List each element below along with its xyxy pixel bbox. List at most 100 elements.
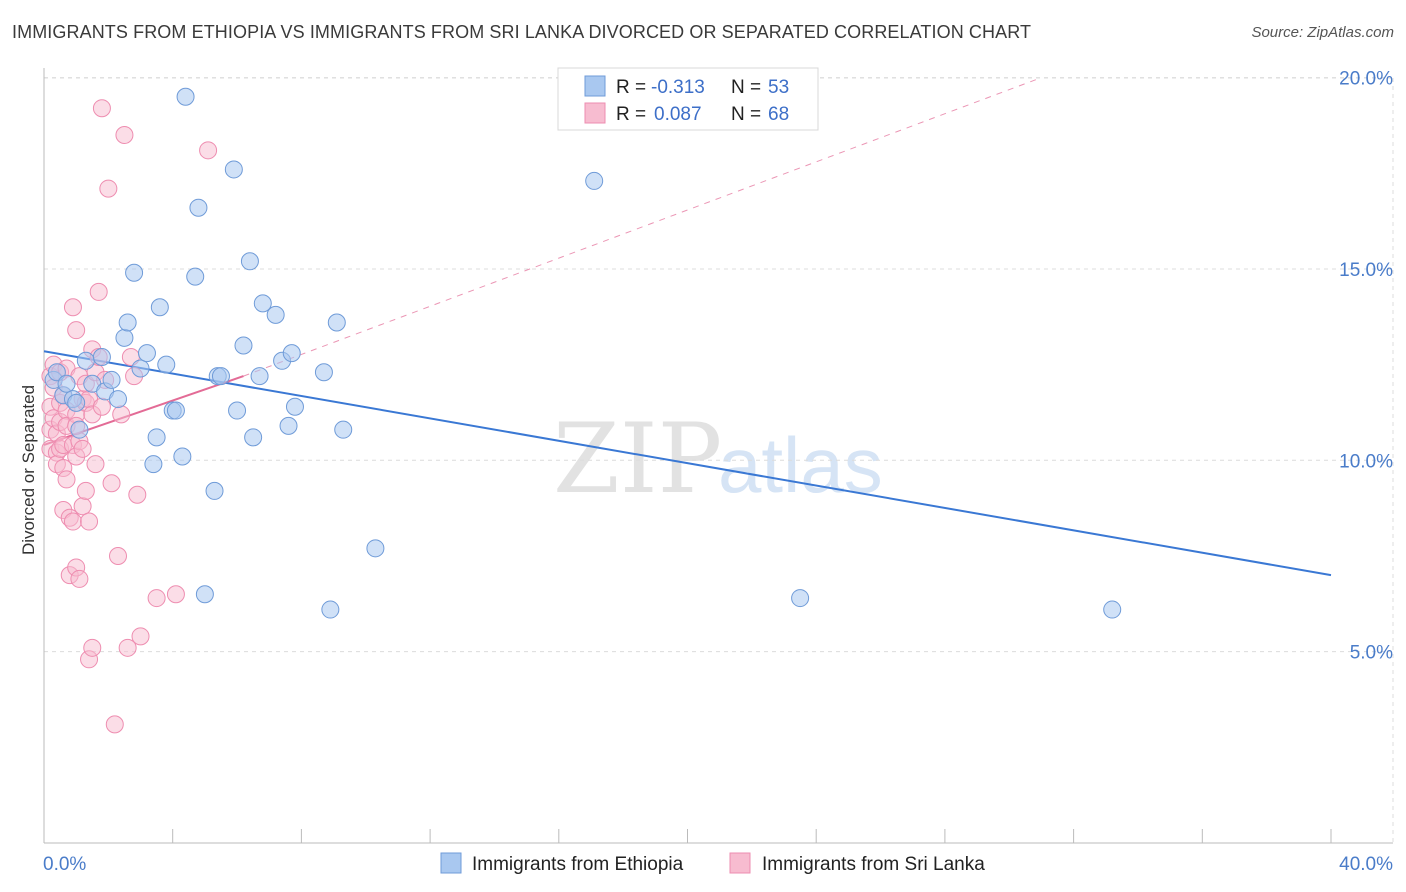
y-tick-label: 5.0% [1350,643,1393,664]
ethiopia-point [137,344,156,363]
tick-labels: 5.0% 10.0% 15.0% 20.0% 0.0% 40.0% [43,69,1393,875]
srilanka-point [99,179,118,198]
ethiopia-point [150,298,169,317]
srilanka-trend-group [43,77,1042,446]
watermark-atlas: atlas [718,421,883,509]
ethiopia-point [47,363,66,382]
ethiopia-point [228,401,247,420]
ethiopia-point [76,351,95,370]
ethiopia-point [250,367,269,386]
ethiopia-n-label: N = [731,77,761,98]
ethiopia-point [195,585,214,604]
ethiopia-point [109,390,128,409]
ethiopia-n-value: 53 [768,77,789,98]
srilanka-point [92,99,111,118]
ethiopia-point [70,420,89,439]
ethiopia-point [166,401,185,420]
ethiopia-point [102,370,121,389]
ethiopia-point [115,328,134,347]
srilanka-point [128,485,147,504]
ethiopia-point [321,600,340,619]
ethiopia-point [1103,600,1122,619]
x-tick-label-max: 40.0% [1339,854,1393,875]
ethiopia-point [234,336,253,355]
ethiopia-stat-swatch [584,75,606,97]
ethiopia-point [176,87,195,106]
srilanka-trend-dashed [243,77,1042,377]
ethiopia-point [285,397,304,416]
srilanka-r-label: R = [616,104,646,125]
ethiopia-point [334,420,353,439]
ethiopia-point [366,539,385,558]
ethiopia-point [157,355,176,374]
srilanka-point [86,455,105,474]
watermark-zip: ZIP [553,403,722,515]
srilanka-point [115,126,134,145]
ethiopia-point [147,428,166,447]
x-tick-label-min: 0.0% [43,854,86,875]
srilanka-point [63,298,82,317]
srilanka-point [131,627,150,646]
legend-srilanka-label: Immigrants from Sri Lanka [762,854,985,875]
ethiopia-point [92,347,111,366]
srilanka-n-label: N = [731,104,761,125]
srilanka-points [41,99,218,734]
srilanka-point [73,497,92,516]
y-tick-label: 20.0% [1339,69,1393,90]
ethiopia-point [173,447,192,466]
ethiopia-trend-group [43,350,1332,577]
ethiopia-point [282,344,301,363]
srilanka-stat-swatch [584,102,606,124]
y-tick-label: 10.0% [1339,451,1393,472]
ethiopia-r-value: -0.313 [651,77,705,98]
srilanka-point [118,638,137,657]
srilanka-n-value: 68 [768,104,789,125]
srilanka-point [73,439,92,458]
stats-box: R = -0.313 N = 53 R = 0.087 N = 68 [557,67,819,131]
ethiopia-point [224,160,243,179]
srilanka-point [112,405,131,424]
srilanka-point [57,470,76,489]
srilanka-point [102,474,121,493]
ethiopia-point [118,313,137,332]
legend-ethiopia-label: Immigrants from Ethiopia [472,854,684,875]
srilanka-point [109,546,128,565]
srilanka-point [70,569,89,588]
ethiopia-point [67,393,86,412]
ethiopia-point [279,416,298,435]
srilanka-point [76,481,95,500]
legend-srilanka-swatch [729,852,751,874]
legend-ethiopia-swatch [440,852,462,874]
ethiopia-point [131,359,150,378]
chart-title: IMMIGRANTS FROM ETHIOPIA VS IMMIGRANTS F… [12,22,1032,42]
ethiopia-point [57,374,76,393]
ethiopia-point [205,481,224,500]
ethiopia-point [186,267,205,286]
srilanka-point [166,585,185,604]
srilanka-point [147,589,166,608]
srilanka-point [92,397,111,416]
y-axis-label: Divorced or Separated [19,385,38,555]
srilanka-point [67,321,86,340]
srilanka-point [63,512,82,531]
ethiopia-point [244,428,263,447]
ethiopia-point [189,198,208,217]
ethiopia-points [44,87,1122,619]
ethiopia-point [327,313,346,332]
srilanka-point [83,638,102,657]
y-tick-label: 15.0% [1339,260,1393,281]
ethiopia-point [791,589,810,608]
source-label: Source: ZipAtlas.com [1251,24,1394,41]
ethiopia-point [144,455,163,474]
ethiopia-trend-line [43,350,1332,577]
srilanka-point [89,282,108,301]
ethiopia-point [585,171,604,190]
ethiopia-point [266,305,285,324]
ethiopia-r-label: R = [616,77,646,98]
axes [43,68,1393,844]
srilanka-point [80,512,99,531]
srilanka-r-value: 0.087 [654,104,702,125]
ethiopia-point [125,263,144,282]
srilanka-point [105,715,124,734]
